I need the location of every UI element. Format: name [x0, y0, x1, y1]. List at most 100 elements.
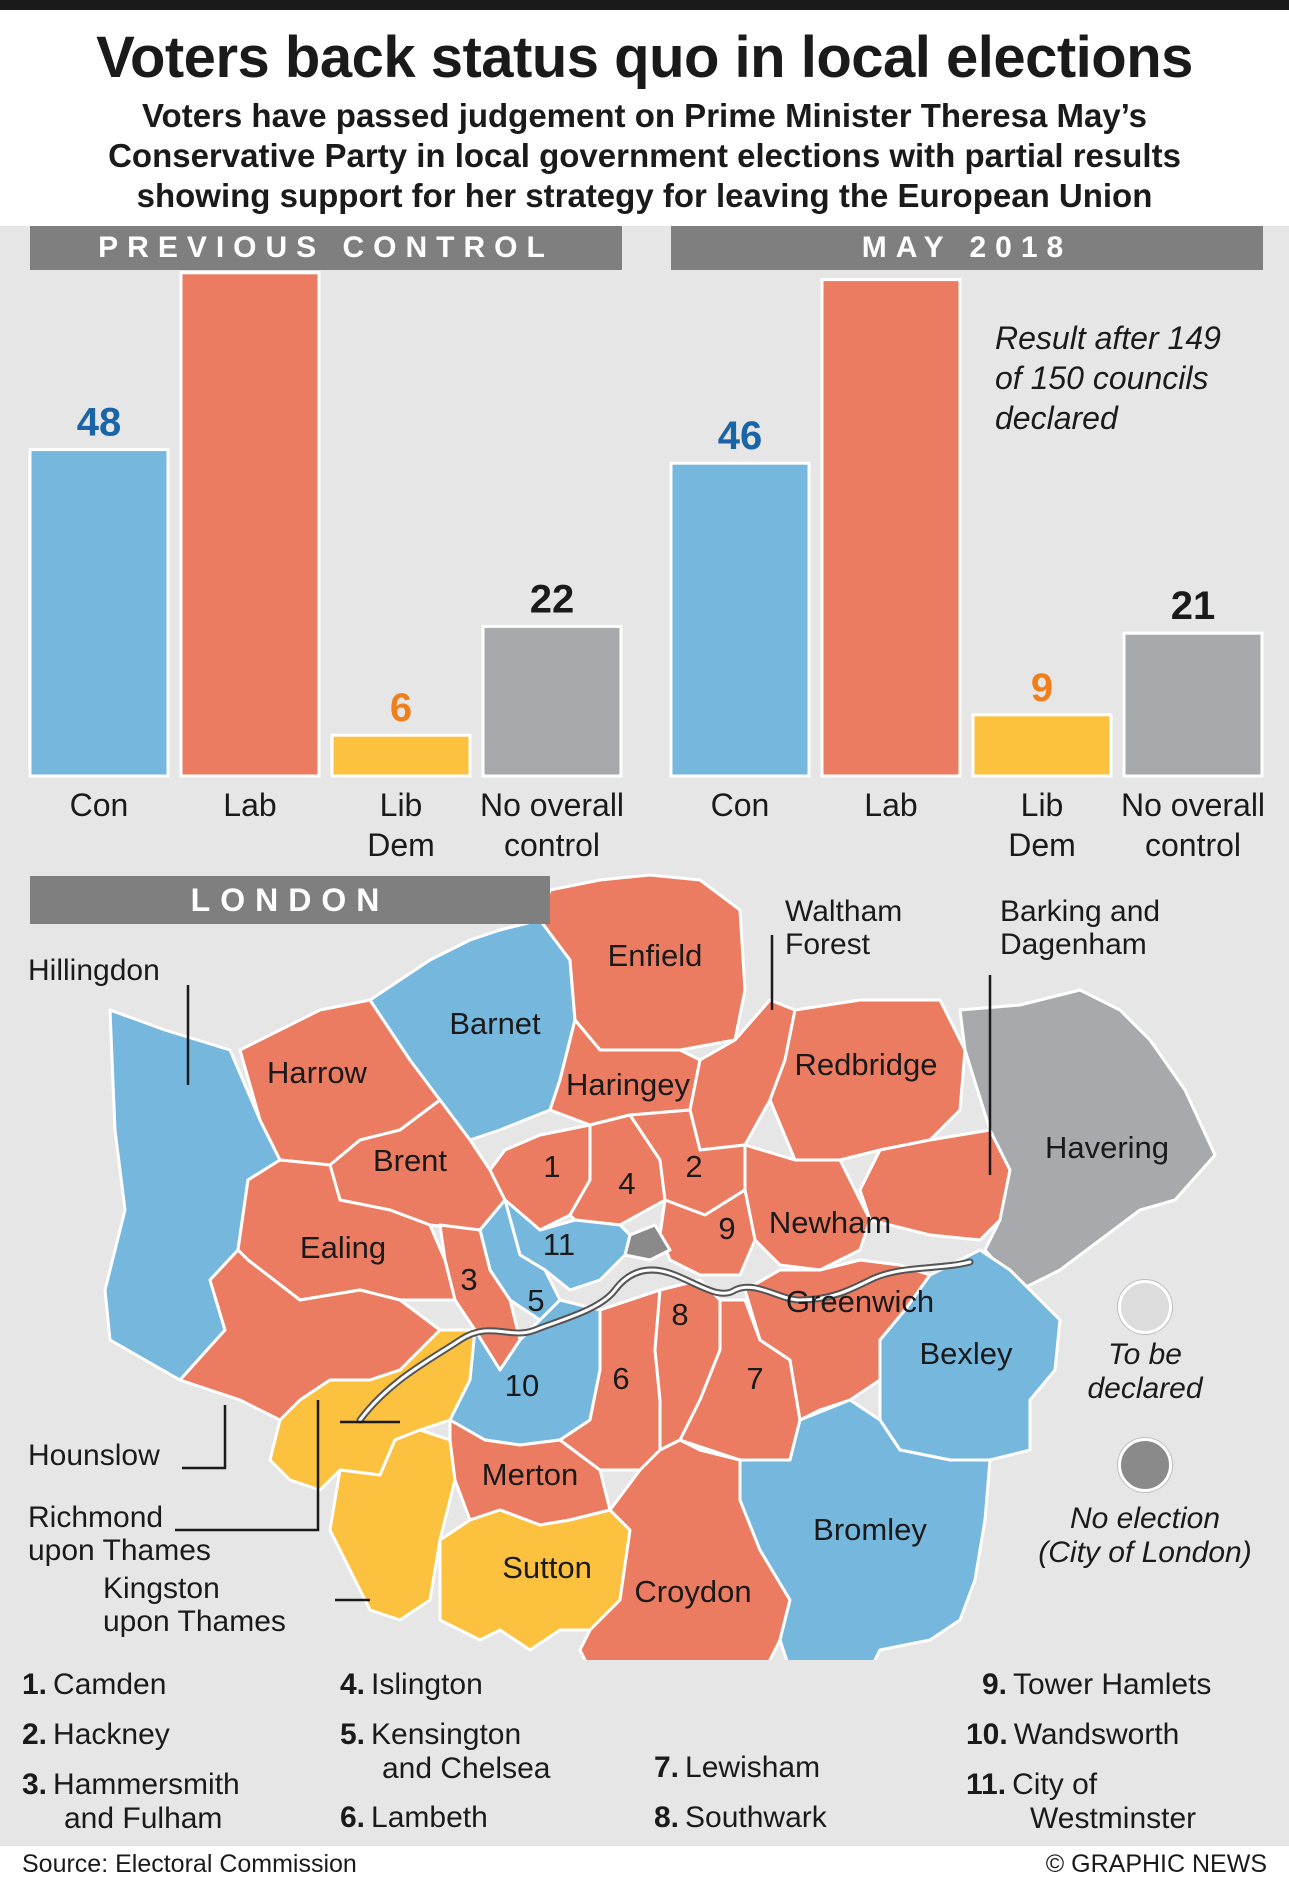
label-num-9: 9: [718, 1211, 735, 1246]
callout-barking-2: Dagenham: [1000, 928, 1147, 961]
label-num-11: 11: [543, 1227, 575, 1262]
bar-prev-con: [28, 448, 170, 778]
label-barnet: Barnet: [449, 1006, 541, 1041]
bar-may-lab: [820, 278, 962, 778]
bar-may-noc: [1122, 631, 1264, 778]
list-item-11: 11. City of Westminster: [966, 1768, 1197, 1835]
subtitle-line-3: showing support for her strategy for lea…: [136, 177, 1153, 214]
list-item-9: 9. Tower Hamlets: [982, 1668, 1212, 1701]
list-item-3: 3. Hammersmith and Fulham: [22, 1768, 240, 1835]
list-item-10: 10. Wandsworth: [966, 1718, 1180, 1751]
callout-richmond-1: Richmond: [28, 1501, 163, 1534]
label-bromley: Bromley: [813, 1512, 927, 1547]
callout-waltham-2: Forest: [785, 928, 871, 961]
borough-havering: [958, 988, 1217, 1292]
legend-noelection-line-1: No election: [1069, 1502, 1221, 1535]
borough-barking: [858, 1128, 1012, 1242]
category-label-prev-noc-1: control: [504, 827, 600, 863]
label-sutton: Sutton: [502, 1550, 592, 1585]
page-title: Voters back status quo in local election…: [96, 25, 1193, 90]
subtitle: Voters have passed judgement on Prime Mi…: [30, 96, 1259, 216]
bar-prev-libdem: [330, 733, 472, 778]
top-rule: [0, 0, 1289, 10]
category-label-may-libdem-0: Lib: [1021, 787, 1064, 823]
bar-prev-lab: [179, 271, 321, 778]
value-label-may-noc: 21: [1171, 584, 1216, 628]
label-merton: Merton: [482, 1457, 578, 1492]
callout-barking-1: Barking and: [1000, 895, 1160, 928]
label-greenwich: Greenwich: [786, 1284, 934, 1319]
category-label-prev-libdem-0: Lib: [380, 787, 423, 823]
value-label-prev-libdem: 6: [390, 686, 412, 730]
source-note: Source: Electoral Commission: [22, 1850, 357, 1878]
label-bexley: Bexley: [919, 1336, 1013, 1371]
chart-note: Result after 149 of 150 councils declare…: [995, 318, 1275, 438]
value-label-may-libdem: 9: [1031, 666, 1053, 710]
legend-noelection-caption: No election (City of London): [1015, 1502, 1275, 1570]
label-num-10: 10: [505, 1368, 539, 1403]
legend-tbd-caption: To be declared: [1015, 1338, 1275, 1406]
borough-bexley: [878, 1248, 1062, 1462]
label-num-1: 1: [543, 1149, 560, 1184]
label-num-7: 7: [746, 1361, 763, 1396]
callout-kingston-1: Kingston: [103, 1572, 220, 1605]
callout-kingston-2: upon Thames: [103, 1605, 286, 1638]
list-item-5: 5. Kensington and Chelsea: [340, 1718, 551, 1785]
label-redbridge: Redbridge: [794, 1047, 937, 1082]
list-item-1: 1. Camden: [22, 1668, 167, 1701]
chart-note-line-2: of 150 councils: [995, 360, 1209, 396]
value-label-may-con: 46: [718, 414, 763, 458]
value-label-may-lab: 73: [869, 270, 914, 275]
label-num-2: 2: [685, 1149, 702, 1184]
legend-noelection-line-2: (City of London): [1038, 1536, 1252, 1569]
leader-hounslow: [182, 1405, 227, 1470]
category-label-may-noc-1: control: [1145, 827, 1241, 863]
list-item-2: 2. Hackney: [22, 1718, 170, 1751]
chart-header-previous: PREVIOUS CONTROL: [30, 226, 622, 270]
callout-waltham-1: Waltham: [785, 895, 902, 928]
label-brent: Brent: [373, 1143, 447, 1178]
legend-tbd-swatch: [1118, 1280, 1172, 1334]
label-haringey: Haringey: [566, 1067, 691, 1102]
category-label-prev-lab-0: Lab: [223, 787, 276, 823]
label-harrow: Harrow: [267, 1055, 368, 1090]
legend-noelection-swatch: [1118, 1438, 1172, 1492]
category-label-may-lab-0: Lab: [864, 787, 917, 823]
label-havering: Havering: [1045, 1130, 1169, 1165]
value-label-prev-con: 48: [77, 401, 122, 445]
label-num-8: 8: [671, 1297, 688, 1332]
legend-tbd-line-1: To be: [1108, 1338, 1182, 1371]
category-label-may-libdem-1: Dem: [1008, 827, 1076, 863]
london-map: Enfield Barnet Harrow Haringey Redbridge…: [28, 873, 1217, 1660]
label-num-3: 3: [460, 1262, 477, 1297]
list-item-7: 7. Lewisham: [654, 1751, 821, 1784]
list-item-6: 6. Lambeth: [340, 1801, 488, 1834]
footer: [0, 1846, 1289, 1900]
label-num-6: 6: [612, 1361, 629, 1396]
borough-walthamforest: [688, 998, 797, 1152]
bar-may-libdem: [971, 713, 1113, 778]
category-label-prev-noc-0: No overall: [480, 787, 624, 823]
subtitle-line-1: Voters have passed judgement on Prime Mi…: [141, 97, 1147, 134]
bar-prev-noc: [481, 624, 623, 778]
credit: © GRAPHIC NEWS: [1045, 1850, 1267, 1878]
bar-charts: 48Con74Lab6LibDem22No overallcontrol46Co…: [28, 270, 1265, 863]
label-num-4: 4: [618, 1166, 635, 1201]
list-item-4: 4. Islington: [340, 1668, 483, 1701]
label-enfield: Enfield: [608, 938, 703, 973]
bar-may-con: [669, 461, 811, 778]
label-num-5: 5: [527, 1283, 544, 1318]
category-label-may-con-0: Con: [711, 787, 770, 823]
leader-richmond: [175, 1400, 320, 1532]
label-ealing: Ealing: [300, 1230, 386, 1265]
list-item-8: 8. Southwark: [654, 1801, 827, 1834]
callout-hillingdon: Hillingdon: [28, 954, 160, 987]
london-header: LONDON: [30, 876, 550, 924]
callout-hounslow: Hounslow: [28, 1439, 160, 1472]
chart-note-line-1: Result after 149: [995, 320, 1221, 356]
chart-header-may2018: MAY 2018: [671, 226, 1263, 270]
callout-richmond-2: upon Thames: [28, 1534, 211, 1567]
value-label-prev-noc: 22: [530, 577, 575, 621]
chart-note-line-3: declared: [995, 400, 1118, 436]
